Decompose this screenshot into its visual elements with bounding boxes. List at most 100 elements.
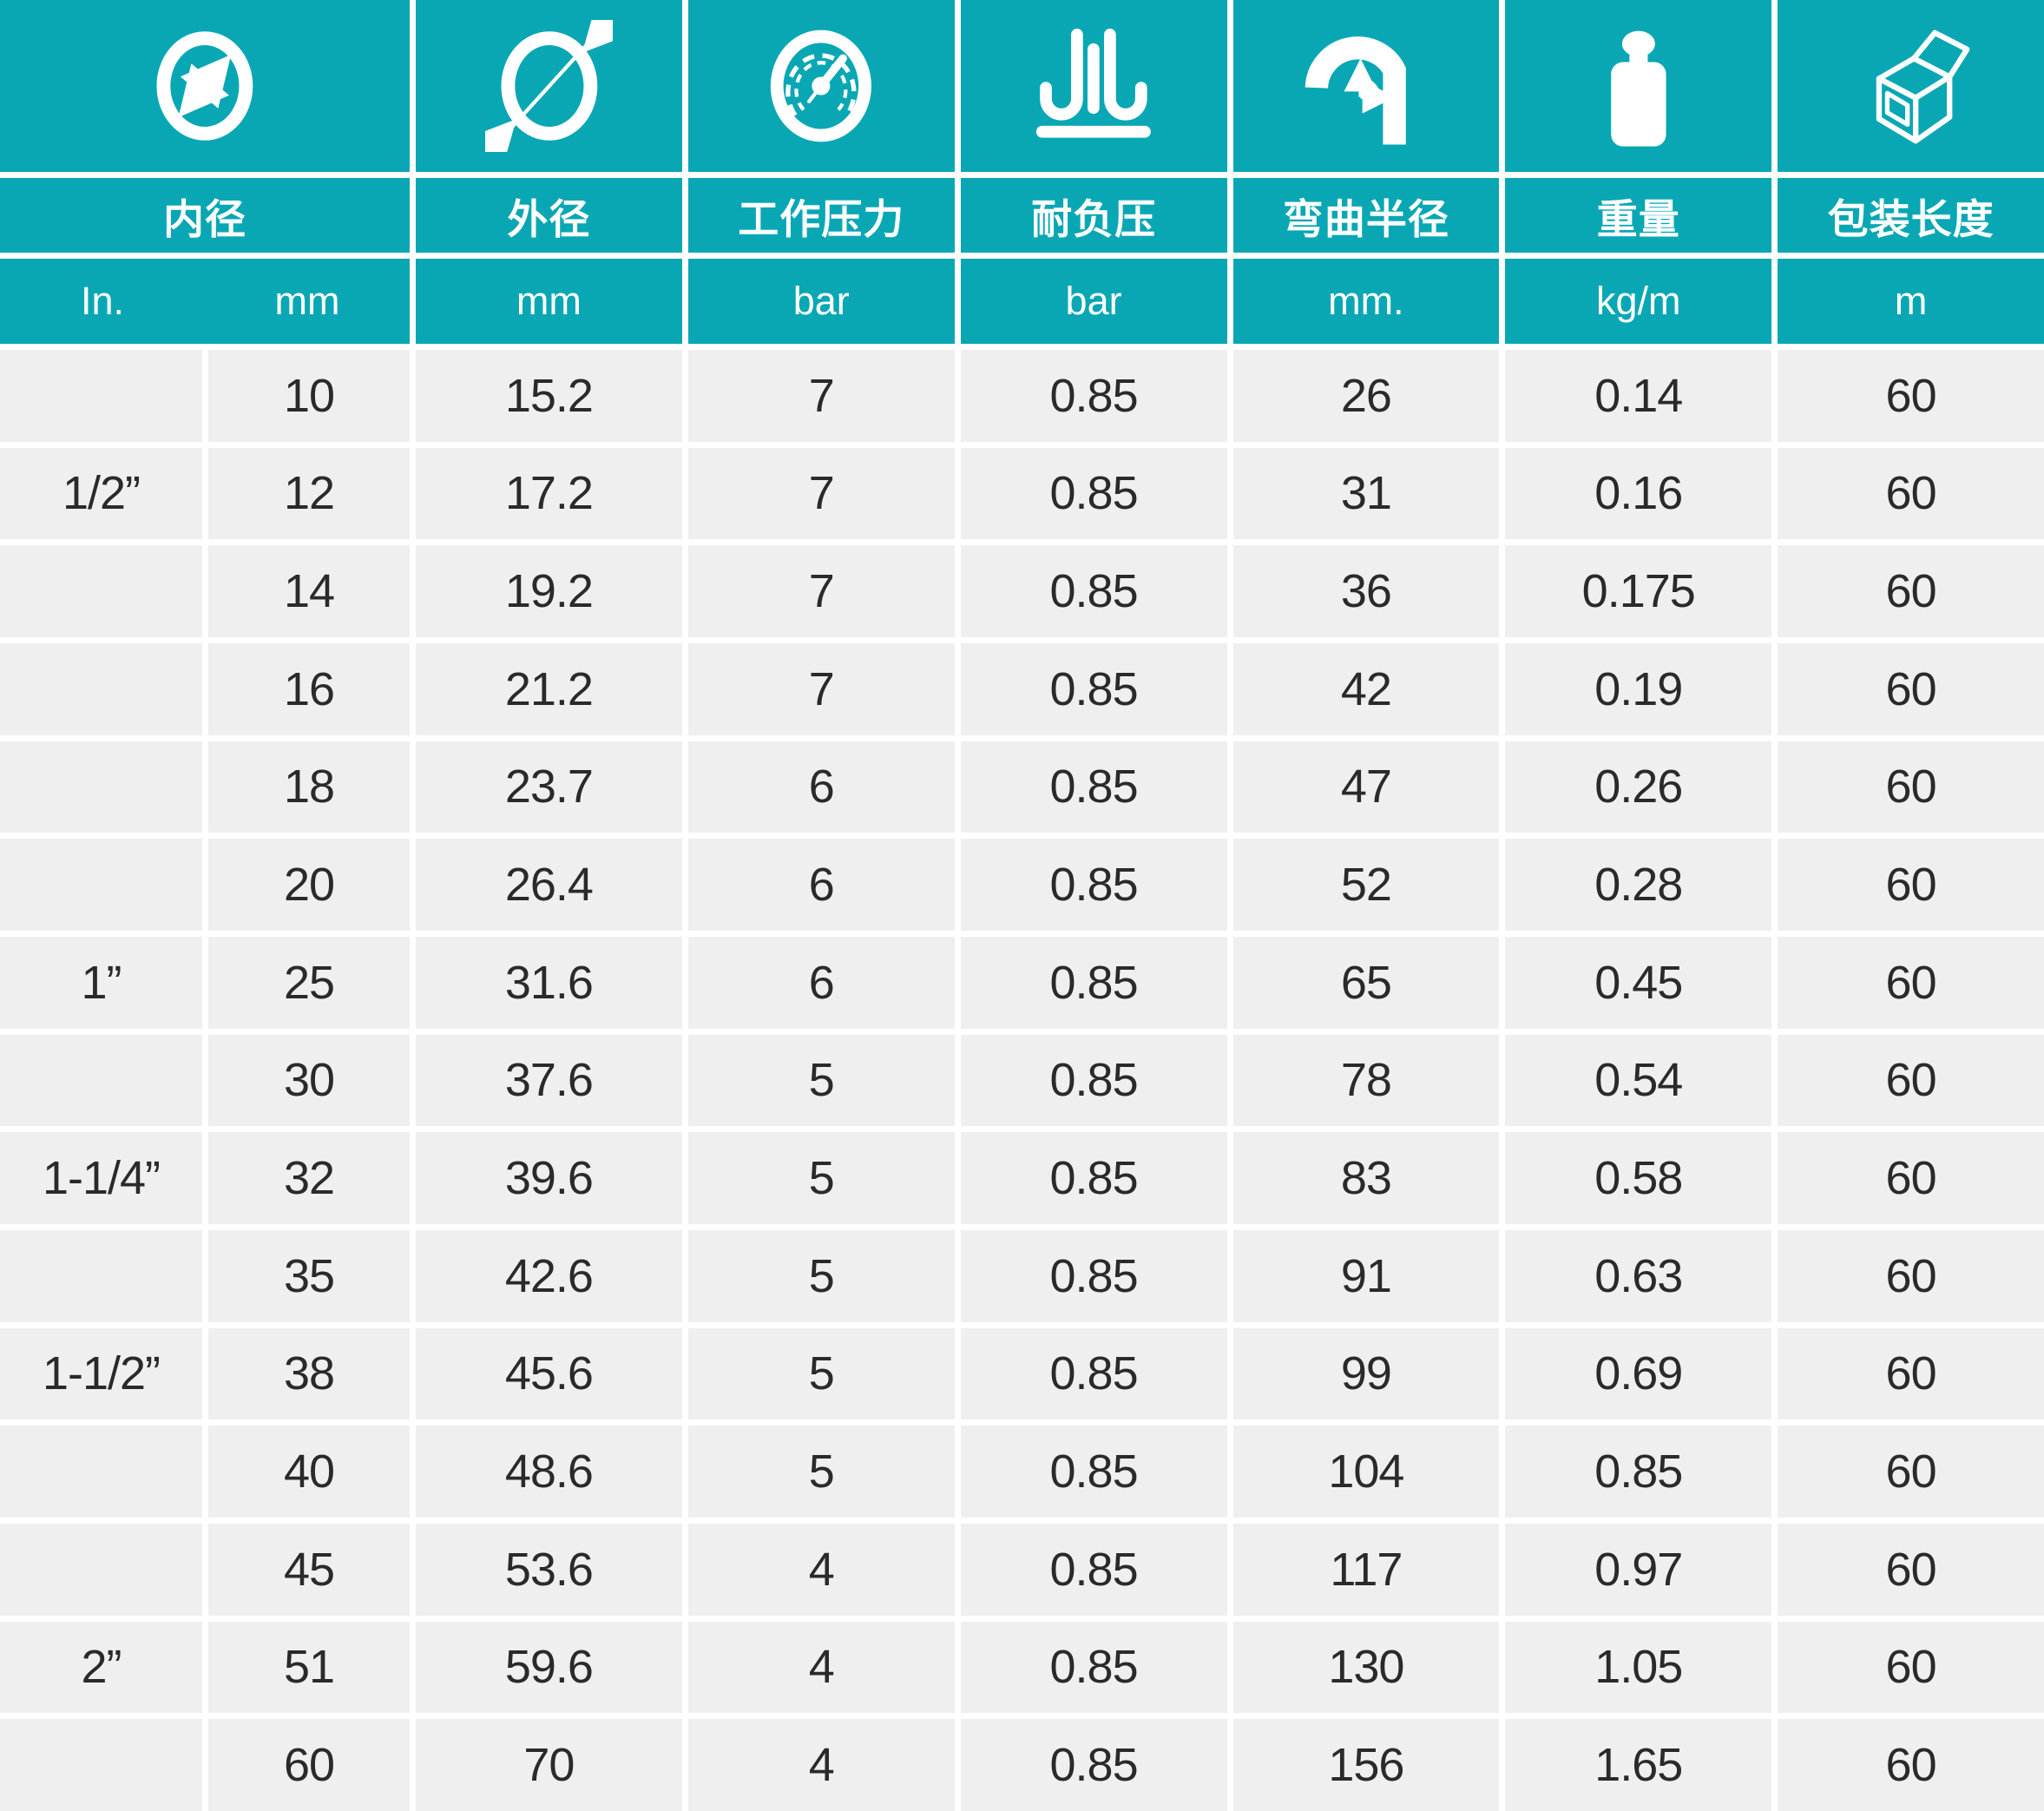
cell-outer-diameter: 19.2 [416, 545, 682, 637]
cell-inner-diameter-mm: 14 [208, 545, 410, 637]
cell-bend-radius: 130 [1232, 1621, 1500, 1714]
cell-vacuum-resistance: 0.85 [960, 936, 1227, 1029]
cell-inner-diameter-inch: 1” [0, 936, 202, 1029]
cell-inner-diameter-mm: 38 [208, 1327, 410, 1420]
weight-icon [1505, 0, 1772, 172]
units-outer-diameter: mm [416, 259, 682, 344]
cell-outer-diameter: 21.2 [416, 642, 682, 735]
cell-weight: 0.19 [1505, 642, 1772, 735]
units-bend-radius: mm. [1232, 259, 1500, 344]
cell-inner-diameter-mm: 10 [208, 350, 410, 442]
cell-inner-diameter-inch [0, 642, 202, 735]
cell-package-length: 60 [1778, 839, 2044, 931]
cell-working-pressure: 5 [687, 1426, 955, 1518]
cell-inner-diameter-inch [0, 1034, 202, 1127]
col-label: 外径 [507, 195, 591, 242]
cell-weight: 0.97 [1505, 1523, 1772, 1616]
cell-bend-radius: 65 [1232, 936, 1500, 1029]
cell-vacuum-resistance: 0.85 [960, 447, 1227, 540]
col-header-weight: 重量 [1505, 178, 1772, 253]
cell-weight: 0.14 [1505, 350, 1772, 442]
cell-vacuum-resistance: 0.85 [960, 1426, 1227, 1518]
package-length-icon [1778, 0, 2044, 172]
col-label: 内径 [163, 195, 246, 242]
col-header-inner-diameter: 内径 [0, 178, 410, 253]
cell-vacuum-resistance: 0.85 [960, 1132, 1227, 1224]
cell-bend-radius: 99 [1232, 1327, 1500, 1420]
col-label: 弯曲半径 [1282, 195, 1449, 242]
cell-weight: 0.45 [1505, 936, 1772, 1029]
cell-package-length: 60 [1778, 936, 2044, 1029]
cell-outer-diameter: 42.6 [416, 1229, 682, 1322]
cell-working-pressure: 4 [687, 1719, 955, 1811]
cell-inner-diameter-mm: 25 [208, 936, 410, 1029]
cell-vacuum-resistance: 0.85 [960, 1034, 1227, 1127]
cell-weight: 0.16 [1505, 447, 1772, 540]
cell-working-pressure: 5 [687, 1132, 955, 1224]
cell-weight: 1.05 [1505, 1621, 1772, 1714]
cell-package-length: 60 [1778, 545, 2044, 637]
cell-outer-diameter: 23.7 [416, 741, 682, 833]
cell-outer-diameter: 53.6 [416, 1523, 682, 1616]
cell-outer-diameter: 39.6 [416, 1132, 682, 1224]
inner-diameter-icon [0, 0, 410, 172]
cell-bend-radius: 31 [1232, 447, 1500, 540]
cell-bend-radius: 83 [1232, 1132, 1500, 1224]
cell-package-length: 60 [1778, 642, 2044, 735]
cell-vacuum-resistance: 0.85 [960, 642, 1227, 735]
cell-outer-diameter: 31.6 [416, 936, 682, 1029]
col-header-working-pressure: 工作压力 [687, 178, 955, 253]
units-vacuum-resistance: bar [960, 259, 1227, 344]
col-label: 重量 [1596, 195, 1680, 242]
cell-outer-diameter: 17.2 [416, 447, 682, 540]
cell-weight: 1.65 [1505, 1719, 1772, 1811]
cell-bend-radius: 156 [1232, 1719, 1500, 1811]
cell-working-pressure: 6 [687, 936, 955, 1029]
cell-working-pressure: 7 [687, 447, 955, 540]
cell-working-pressure: 7 [687, 350, 955, 442]
cell-vacuum-resistance: 0.85 [960, 350, 1227, 442]
cell-vacuum-resistance: 0.85 [960, 1621, 1227, 1714]
cell-weight: 0.54 [1505, 1034, 1772, 1127]
cell-bend-radius: 42 [1232, 642, 1500, 735]
cell-inner-diameter-mm: 60 [208, 1719, 410, 1811]
cell-package-length: 60 [1778, 1426, 2044, 1518]
cell-working-pressure: 6 [687, 839, 955, 931]
cell-bend-radius: 117 [1232, 1523, 1500, 1616]
cell-working-pressure: 4 [687, 1621, 955, 1714]
cell-weight: 0.175 [1505, 545, 1772, 637]
cell-vacuum-resistance: 0.85 [960, 1229, 1227, 1322]
cell-inner-diameter-inch: 1-1/4” [0, 1132, 202, 1224]
cell-inner-diameter-inch: 1/2” [0, 447, 202, 540]
cell-package-length: 60 [1778, 1523, 2044, 1616]
vacuum-resistance-icon [960, 0, 1227, 172]
cell-working-pressure: 5 [687, 1034, 955, 1127]
cell-inner-diameter-mm: 40 [208, 1426, 410, 1518]
cell-bend-radius: 52 [1232, 839, 1500, 931]
cell-vacuum-resistance: 0.85 [960, 839, 1227, 931]
cell-inner-diameter-inch [0, 350, 202, 442]
col-header-outer-diameter: 外径 [416, 178, 682, 253]
cell-inner-diameter-inch [0, 1229, 202, 1322]
cell-package-length: 60 [1778, 350, 2044, 442]
bend-radius-icon [1232, 0, 1500, 172]
col-label: 工作压力 [738, 195, 905, 242]
cell-working-pressure: 7 [687, 545, 955, 637]
pressure-gauge-icon [687, 0, 955, 172]
cell-vacuum-resistance: 0.85 [960, 1327, 1227, 1420]
units-working-pressure: bar [687, 259, 955, 344]
cell-inner-diameter-mm: 18 [208, 741, 410, 833]
cell-bend-radius: 91 [1232, 1229, 1500, 1322]
units-package-length: m [1778, 259, 2044, 344]
cell-inner-diameter-inch [0, 1426, 202, 1518]
cell-vacuum-resistance: 0.85 [960, 545, 1227, 637]
cell-working-pressure: 7 [687, 642, 955, 735]
cell-inner-diameter-mm: 51 [208, 1621, 410, 1714]
cell-inner-diameter-inch [0, 741, 202, 833]
cell-package-length: 60 [1778, 1327, 2044, 1420]
cell-inner-diameter-mm: 16 [208, 642, 410, 735]
cell-weight: 0.63 [1505, 1229, 1772, 1322]
col-header-bend-radius: 弯曲半径 [1232, 178, 1500, 253]
cell-vacuum-resistance: 0.85 [960, 1719, 1227, 1811]
cell-weight: 0.85 [1505, 1426, 1772, 1518]
